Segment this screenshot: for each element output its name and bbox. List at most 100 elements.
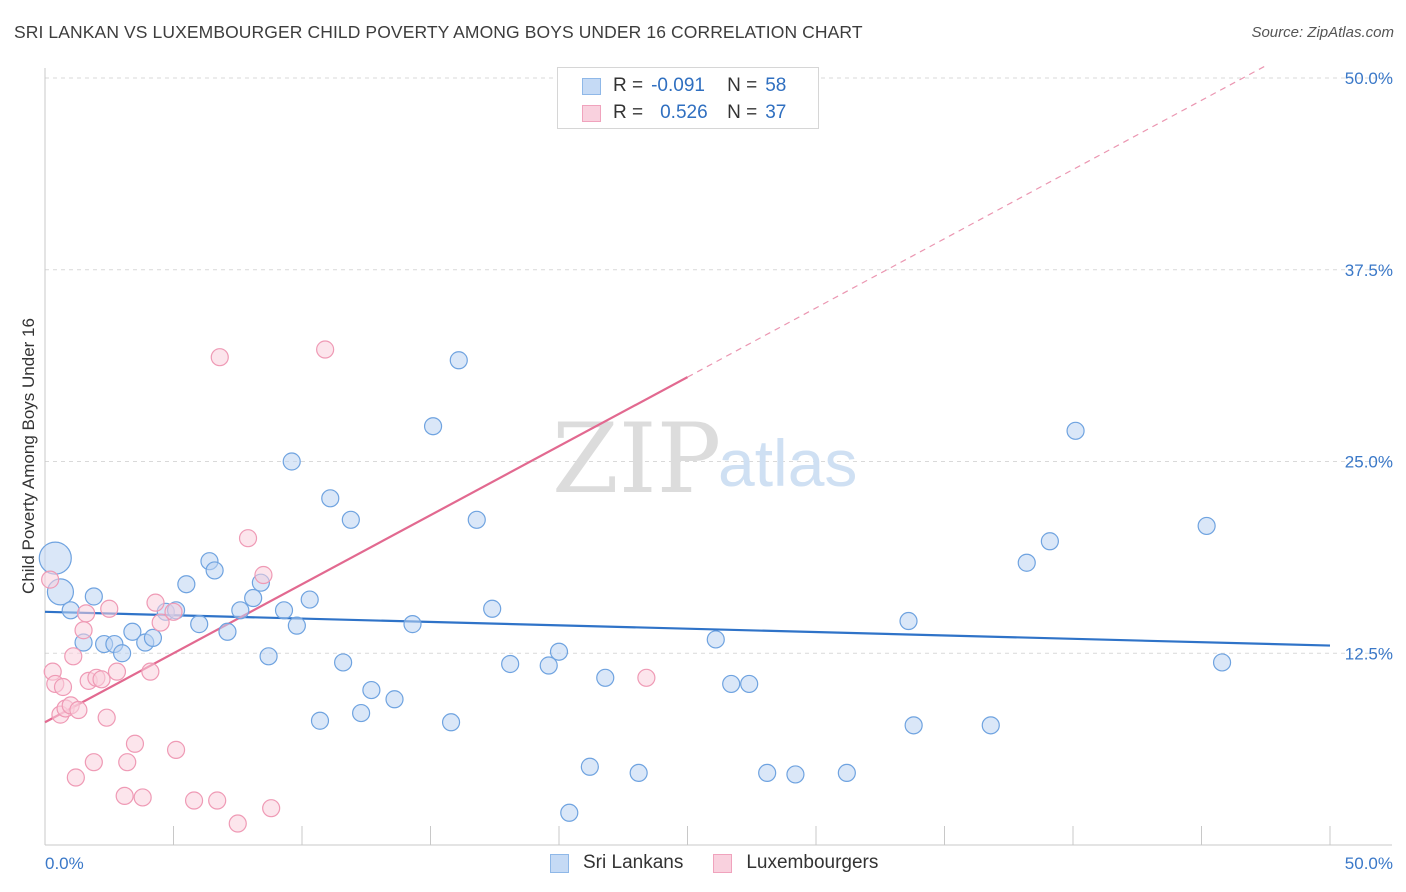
point-sri-lankans (244, 588, 263, 608)
point-sri-lankans (501, 654, 520, 674)
point-luxembourgers (69, 700, 88, 720)
point-luxembourgers (125, 734, 145, 753)
point-luxembourgers (107, 662, 127, 681)
chart-title: SRI LANKAN VS LUXEMBOURGER CHILD POVERTY… (14, 22, 863, 42)
point-sri-lankans (981, 716, 1000, 735)
x-tick-label: 0.0% (45, 854, 84, 873)
point-luxembourgers (238, 529, 258, 548)
point-sri-lankans (321, 489, 340, 508)
point-sri-lankans (38, 541, 72, 575)
legend-r-label: R = (613, 102, 644, 123)
point-luxembourgers (262, 799, 281, 818)
y-tick-label: 12.5% (1345, 644, 1393, 663)
trend-line-sri-lankans (44, 610, 1331, 647)
point-sri-lankans (1197, 516, 1216, 536)
legend-swatch-sri-lankans (582, 77, 601, 95)
point-sri-lankans (362, 680, 381, 700)
point-luxembourgers (66, 768, 85, 787)
legend-n-value: 37 (765, 102, 787, 123)
point-sri-lankans (629, 763, 648, 783)
point-sri-lankans (310, 711, 330, 730)
point-luxembourgers (118, 753, 137, 772)
point-sri-lankans (218, 622, 237, 641)
legend-n-label: N = (727, 75, 758, 96)
y-tick-label: 50.0% (1345, 69, 1393, 88)
gridlines (45, 77, 1392, 654)
point-sri-lankans (899, 611, 918, 631)
y-axis-label: Child Poverty Among Boys Under 16 (19, 318, 38, 594)
y-tick-label: 25.0% (1345, 453, 1393, 472)
point-sri-lankans (483, 599, 502, 618)
point-luxembourgers (166, 740, 186, 759)
point-sri-lankans (441, 713, 461, 732)
point-sri-lankans (722, 674, 741, 694)
point-sri-lankans (539, 656, 558, 675)
point-sri-lankans (205, 561, 224, 580)
point-luxembourgers (146, 593, 165, 612)
point-sri-lankans (385, 690, 404, 709)
point-sri-lankans (467, 510, 486, 529)
y-tick-labels: 12.5% 25.0% 37.5% 50.0% (1345, 69, 1393, 663)
point-luxembourgers (64, 647, 83, 666)
point-luxembourgers (92, 670, 111, 689)
chart-source: Source: ZipAtlas.com (1251, 24, 1394, 41)
point-sri-lankans (837, 763, 856, 783)
point-luxembourgers (316, 340, 335, 359)
point-luxembourgers (210, 348, 229, 367)
point-sri-lankans (84, 587, 103, 606)
point-sri-lankans (596, 668, 615, 687)
point-sri-lankans (352, 703, 371, 723)
point-luxembourgers (254, 565, 273, 585)
point-sri-lankans (287, 616, 306, 635)
point-sri-lankans (190, 615, 209, 634)
legend-r-label: R = (613, 75, 644, 96)
point-sri-lankans (282, 452, 301, 471)
point-sri-lankans (706, 630, 725, 649)
x-tick-label: 50.0% (1345, 854, 1393, 873)
legend-r-value: -0.091 (651, 75, 705, 96)
axes (44, 68, 1392, 846)
point-luxembourgers (637, 668, 656, 687)
point-luxembourgers (164, 602, 183, 621)
point-sri-lankans (334, 653, 353, 672)
point-sri-lankans (259, 647, 278, 666)
point-sri-lankans (231, 601, 250, 620)
point-luxembourgers (74, 621, 93, 640)
point-sri-lankans (560, 803, 579, 822)
series-legend-luxembourgers: Luxembourgers (713, 852, 878, 874)
y-tick-label: 37.5% (1345, 261, 1393, 280)
series-swatch-luxembourgers (713, 853, 733, 873)
point-luxembourgers (97, 708, 116, 727)
legend-r-value: 0.526 (660, 102, 708, 123)
point-sri-lankans (1066, 421, 1085, 440)
point-sri-lankans (1212, 653, 1232, 672)
series-label-sri-lankans: Sri Lankans (583, 852, 684, 873)
point-sri-lankans (61, 601, 80, 620)
point-luxembourgers (228, 814, 247, 833)
point-sri-lankans (403, 615, 422, 634)
x-tick-labels: 0.0% 50.0% (45, 854, 1393, 873)
point-sri-lankans (274, 601, 294, 620)
point-luxembourgers (184, 791, 204, 810)
point-luxembourgers (141, 662, 160, 681)
point-sri-lankans (904, 716, 923, 735)
point-sri-lankans (423, 417, 443, 436)
point-sri-lankans (1040, 532, 1059, 551)
legend-row-sri-lankans: R = -0.091 N = 58 (582, 73, 786, 99)
series-swatch-sri-lankans (550, 853, 569, 873)
point-sri-lankans (449, 351, 468, 370)
point-luxembourgers (53, 677, 73, 697)
watermark-zip: ZIP (552, 403, 721, 515)
point-sri-lankans (786, 765, 805, 784)
point-luxembourgers (115, 786, 134, 806)
legend-n-value: 58 (765, 75, 787, 96)
legend-n-label: N = (727, 102, 758, 123)
trend-lines (44, 65, 1331, 724)
legend-swatch-luxembourgers (582, 104, 601, 122)
point-sri-lankans (177, 575, 196, 594)
legend-row-luxembourgers: R = 0.526 N = 37 (582, 100, 786, 126)
series-legend-sri-lankans: Sri Lankans (550, 852, 683, 874)
correlation-legend: R = -0.091 N = 58 R = 0.526 N = 37 (557, 67, 819, 129)
point-sri-lankans (143, 628, 163, 648)
